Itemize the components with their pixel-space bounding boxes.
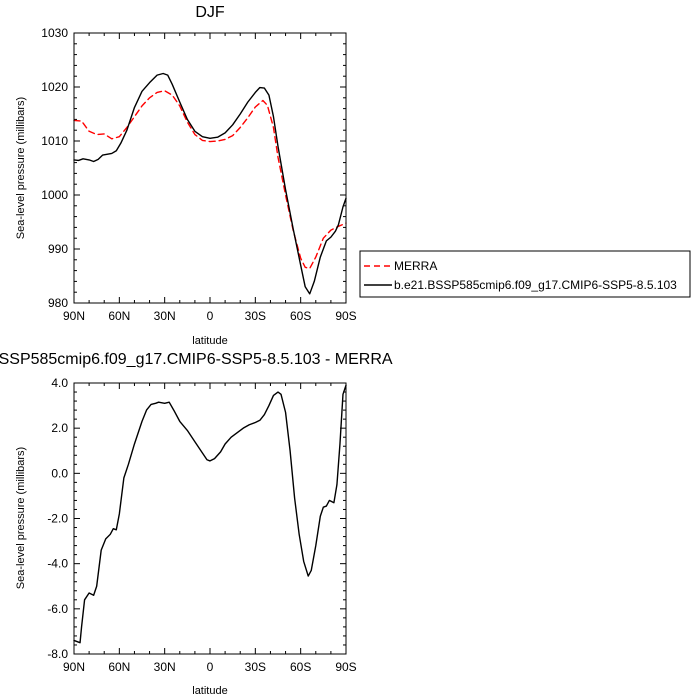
y-tick-label: 4.0 [51, 376, 68, 390]
x-tick-label: 90N [63, 309, 85, 323]
series-line-1 [73, 72, 347, 295]
y-tick-label: 2.0 [51, 421, 68, 435]
y-tick-label: 1000 [41, 188, 68, 202]
chart-title: b.e21.BSSP585cmip6.f09_g17.CMIP6-SSP5-8.… [0, 351, 393, 368]
chart-title: DJF [195, 4, 225, 21]
y-tick-label: -2.0 [47, 512, 68, 526]
x-tick-label: 30S [245, 660, 266, 674]
x-tick-label: 90N [63, 660, 85, 674]
tick-group: 90N 60N 30N 0 30S 60S 90S 980 990 1000 1010 1020 103… [41, 26, 356, 323]
y-tick-label: 1030 [41, 26, 68, 40]
legend: MERRA b.e21.BSSP585cmip6.f09_g17.CMIP6-S… [359, 250, 691, 298]
y-tick-label: 1020 [41, 80, 68, 94]
chart-djf-slp: DJF Sea-level pressure (millibars) latit… [15, 4, 691, 347]
series-group [73, 384, 347, 644]
x-tick-label: 60N [108, 660, 130, 674]
y-tick-label: 0.0 [51, 466, 68, 480]
y-tick-label: -4.0 [47, 557, 68, 571]
x-tick-label: 0 [207, 660, 214, 674]
x-tick-label: 60S [290, 660, 311, 674]
x-tick-label: 30N [154, 309, 176, 323]
tick-group: 90N 60N 30N 0 30S 60S 90S -8.0 -6.0 -4.0 -2.0 0.0 2.… [47, 376, 356, 674]
x-axis-label: latitude [192, 335, 227, 347]
x-tick-label: 60N [108, 309, 130, 323]
y-tick-label: -6.0 [47, 602, 68, 616]
y-tick-label: 990 [48, 242, 68, 256]
legend-label-merra: MERRA [394, 259, 437, 273]
y-axis-label: Sea-level pressure (millibars) [15, 97, 27, 239]
x-tick-label: 30S [245, 309, 266, 323]
x-tick-label: 90S [335, 309, 356, 323]
y-tick-label: 980 [48, 296, 68, 310]
plot-frame [73, 32, 347, 304]
x-tick-label: 30N [154, 660, 176, 674]
legend-label-model: b.e21.BSSP585cmip6.f09_g17.CMIP6-SSP5-8.… [394, 278, 677, 292]
chart-difference: b.e21.BSSP585cmip6.f09_g17.CMIP6-SSP5-8.… [0, 351, 393, 697]
x-tick-label: 60S [290, 309, 311, 323]
series-group [73, 72, 347, 295]
y-tick-label: -8.0 [47, 647, 68, 661]
x-tick-label: 0 [207, 309, 214, 323]
series-line-0 [73, 384, 347, 644]
x-tick-label: 90S [335, 660, 356, 674]
plot-frame [73, 382, 347, 655]
x-axis-label: latitude [192, 685, 227, 697]
series-line-0 [73, 90, 347, 270]
y-axis-label: Sea-level pressure (millibars) [15, 447, 27, 589]
y-tick-label: 1010 [41, 134, 68, 148]
legend-box [359, 250, 691, 298]
